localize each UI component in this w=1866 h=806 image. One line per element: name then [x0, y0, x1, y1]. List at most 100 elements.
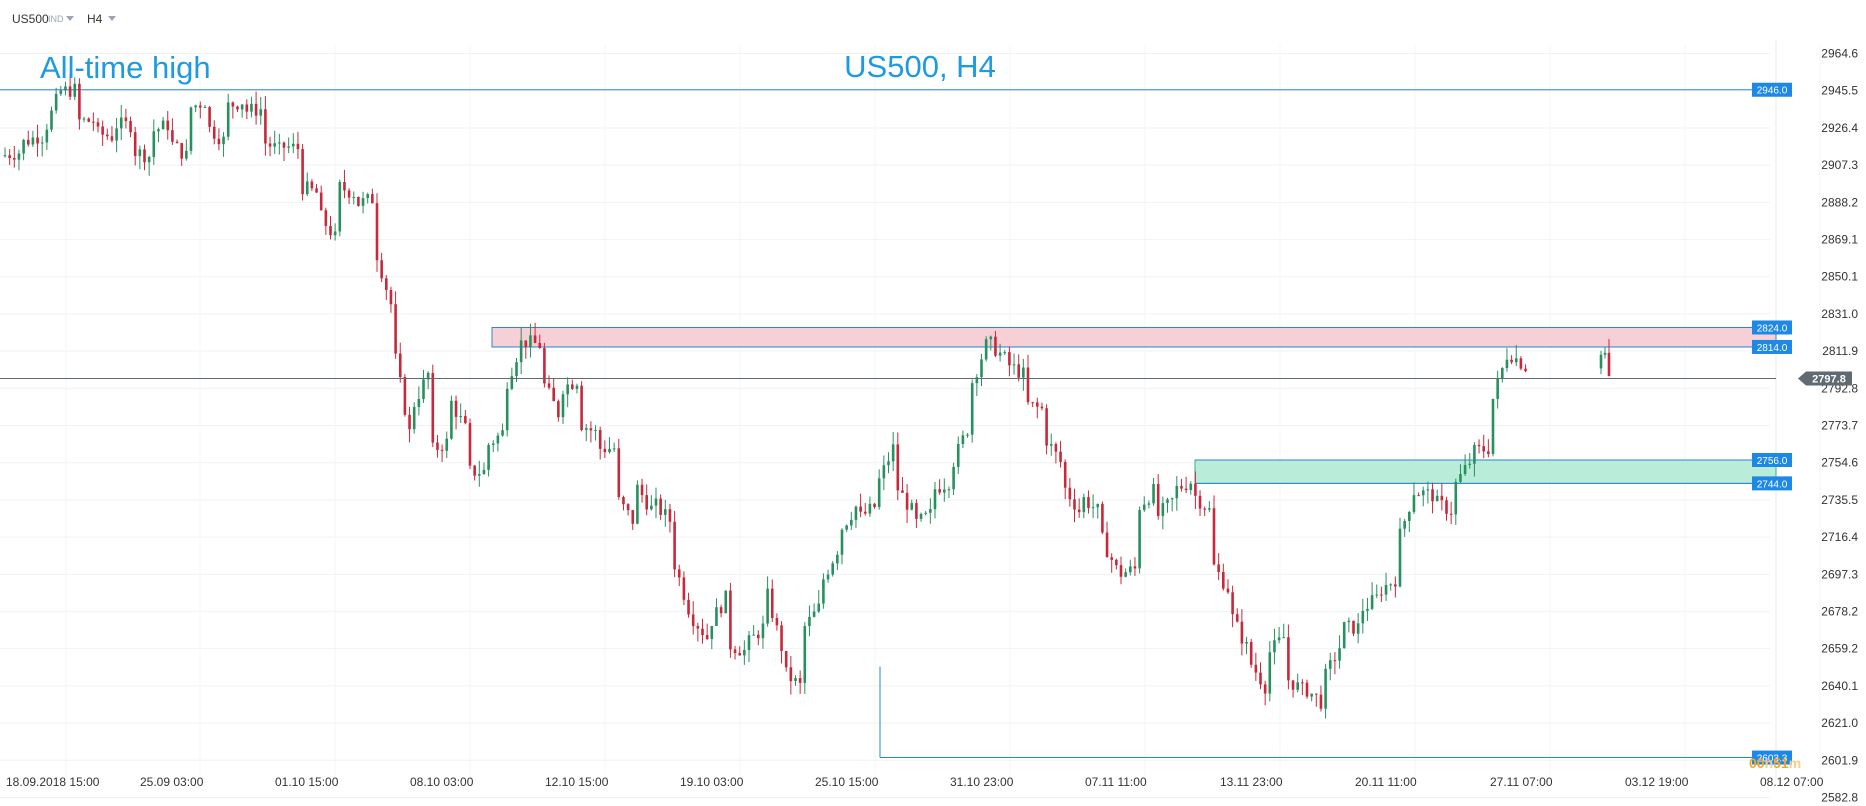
- y-tick-label: 2601.9: [1821, 753, 1858, 767]
- candle-body: [989, 336, 993, 340]
- candle-body: [1156, 483, 1160, 516]
- candle-body: [231, 102, 235, 107]
- candle-body: [952, 466, 955, 490]
- chevron-down-icon[interactable]: [66, 16, 74, 21]
- x-tick-label: 31.10 23:00: [950, 775, 1014, 789]
- candle-body: [138, 149, 142, 157]
- candle-body: [1389, 584, 1392, 586]
- candle-body: [789, 667, 793, 682]
- candle-body: [403, 377, 407, 415]
- candle-body: [1435, 495, 1439, 502]
- candle-body: [1254, 664, 1258, 673]
- candle-body: [301, 149, 304, 195]
- candle-body: [68, 86, 72, 97]
- current-price-label: 2797.8: [1798, 371, 1852, 386]
- candle-body: [729, 590, 732, 650]
- candle-body: [343, 182, 346, 191]
- candle-body: [501, 430, 504, 436]
- candle-body: [464, 416, 467, 424]
- candle-body: [375, 203, 379, 261]
- candle-body: [733, 649, 737, 654]
- candle-body: [482, 469, 486, 475]
- candle-body: [529, 335, 532, 348]
- candle-body: [1105, 532, 1109, 558]
- candle-body: [1505, 359, 1509, 368]
- candle-body: [1217, 564, 1220, 572]
- candle-body: [589, 428, 593, 431]
- chevron-down-icon[interactable]: [108, 16, 116, 21]
- candle-body: [1315, 693, 1318, 695]
- candle-body: [1352, 620, 1355, 634]
- candle-body: [705, 635, 709, 639]
- candle-body: [54, 93, 58, 111]
- candle-body: [1421, 490, 1425, 496]
- timeframe-selector[interactable]: H4: [87, 12, 103, 26]
- candle-body: [292, 143, 295, 147]
- candle-body: [910, 503, 914, 510]
- candle-body: [850, 519, 853, 526]
- candle-body: [929, 509, 932, 513]
- candle-body: [738, 653, 741, 656]
- candle-body: [1045, 408, 1048, 446]
- candle-body: [1361, 610, 1365, 624]
- candle-body: [1091, 507, 1095, 509]
- candle-body: [203, 107, 207, 109]
- x-tick-label: 07.11 11:00: [1085, 775, 1147, 789]
- candle-body: [222, 136, 225, 145]
- level-lines: [0, 89, 1776, 759]
- candle-body: [1008, 352, 1011, 366]
- candle-body: [650, 505, 653, 510]
- x-tick-label: 13.11 23:00: [1220, 775, 1283, 789]
- candle-body: [1012, 364, 1016, 366]
- candle-body: [1482, 446, 1485, 452]
- candle-body: [543, 347, 546, 384]
- candle-body: [366, 194, 369, 199]
- candle-body: [1356, 623, 1360, 634]
- candle-body: [259, 109, 263, 116]
- timer-minutes-unit: m: [1788, 755, 1802, 771]
- annotation-all-time-high: All-time high: [40, 50, 211, 85]
- y-tick-label: 2754.6: [1821, 456, 1858, 470]
- candle-body: [119, 117, 123, 129]
- candle-body: [1259, 672, 1262, 685]
- candle-body: [580, 385, 583, 430]
- x-tick-label: 18.09.2018 15:00: [6, 775, 100, 789]
- candle-body: [1412, 495, 1416, 512]
- candle-body: [1431, 489, 1434, 502]
- candle-body: [1501, 367, 1504, 379]
- level-labels: 2946.0 2824.0 2814.0 2756.0 2744.0 2603.3: [1752, 82, 1792, 765]
- candle-body: [1180, 485, 1183, 489]
- candle-body: [1068, 487, 1072, 500]
- symbol-selector[interactable]: US500: [12, 12, 49, 26]
- candle-body: [1599, 354, 1603, 369]
- candle-body: [1277, 637, 1281, 641]
- symbol-tag: IND: [48, 14, 64, 24]
- candle-body: [901, 490, 904, 493]
- candle-body: [1328, 660, 1332, 669]
- candle-body: [1449, 513, 1453, 515]
- candle-body: [626, 504, 630, 511]
- candle-body: [31, 137, 35, 145]
- candle-body: [236, 106, 239, 110]
- candle-body: [956, 443, 960, 467]
- candle-body: [1370, 595, 1374, 609]
- candle-body: [40, 142, 44, 144]
- candle-body: [1049, 444, 1053, 446]
- candle-body: [1161, 503, 1165, 516]
- candle-body: [161, 120, 165, 130]
- candle-body: [305, 181, 309, 195]
- candle-body: [836, 554, 839, 564]
- candle-body: [743, 649, 746, 656]
- candle-body: [938, 489, 941, 493]
- candle-body: [710, 625, 714, 639]
- level-label-bg: [1752, 320, 1792, 335]
- y-tick-label: 2964.6: [1821, 47, 1858, 61]
- candle-body: [385, 278, 388, 290]
- candle-body: [1170, 498, 1174, 500]
- candle-body: [1384, 584, 1388, 595]
- candle-body: [1115, 559, 1118, 566]
- candle-body: [13, 158, 16, 160]
- candle-body: [1491, 398, 1495, 455]
- timer-hours-unit: h: [1764, 755, 1774, 771]
